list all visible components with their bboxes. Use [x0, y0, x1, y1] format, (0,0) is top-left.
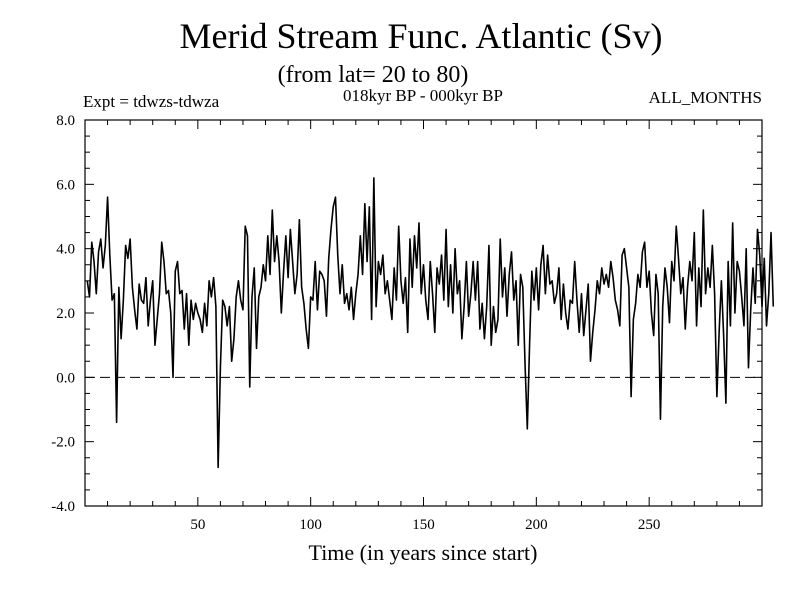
series-line-0 [86, 177, 775, 469]
x-axis-label: Time (in years since start) [309, 540, 538, 565]
chart-title: Merid Stream Func. Atlantic (Sv) [180, 16, 663, 56]
x-tick-label: 150 [412, 517, 435, 533]
chart-subtitle: (from lat= 20 to 80) [278, 62, 469, 88]
y-tick-label: 8.0 [56, 113, 75, 129]
y-tick-label: -4.0 [51, 499, 75, 515]
y-tick-label: 4.0 [56, 242, 75, 258]
x-tick-label: 200 [525, 517, 548, 533]
axis-ticks [85, 120, 762, 506]
x-tick-label: 250 [638, 517, 661, 533]
season-label: ALL_MONTHS [649, 88, 762, 107]
period-label: 018kyr BP - 000kyr BP [343, 86, 503, 105]
experiment-label: Expt = tdwzs-tdwza [83, 92, 220, 111]
y-tick-label: 6.0 [56, 177, 75, 193]
x-tick-label: 100 [299, 517, 322, 533]
tick-labels: 50 100 150 200 250 -4.0 -2.0 0.0 2.0 4.0 6.0 8.0 [51, 113, 660, 533]
y-tick-label: -2.0 [51, 435, 75, 451]
x-tick-label: 50 [190, 517, 205, 533]
plot-area [85, 177, 775, 469]
y-tick-label: 0.0 [56, 370, 75, 386]
plot-frame [84, 119, 763, 507]
y-tick-label: 2.0 [56, 306, 75, 322]
